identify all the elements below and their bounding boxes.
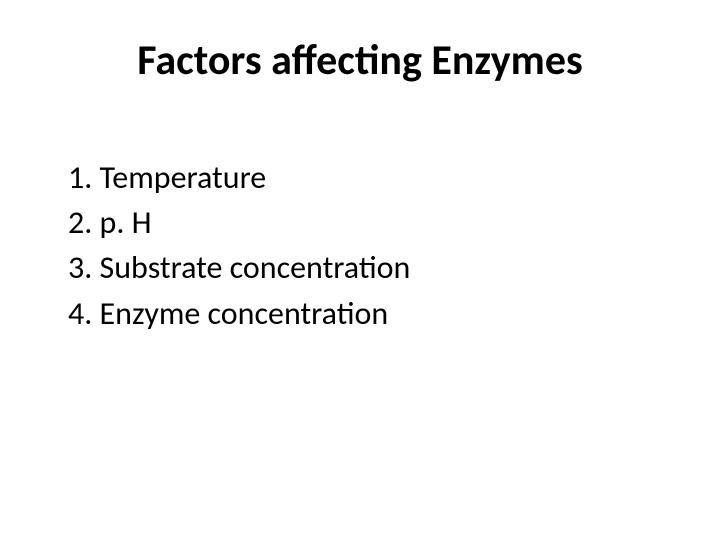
- slide-container: Factors affecting Enzymes 1. Temperature…: [0, 0, 720, 540]
- list-item: 2. p. H: [68, 201, 670, 244]
- factors-list: 1. Temperature 2. p. H 3. Substrate conc…: [50, 156, 670, 335]
- list-item: 1. Temperature: [68, 156, 670, 199]
- list-item: 4. Enzyme concentration: [68, 292, 670, 335]
- slide-title: Factors affecting Enzymes: [50, 35, 670, 86]
- list-item: 3. Substrate concentration: [68, 246, 670, 289]
